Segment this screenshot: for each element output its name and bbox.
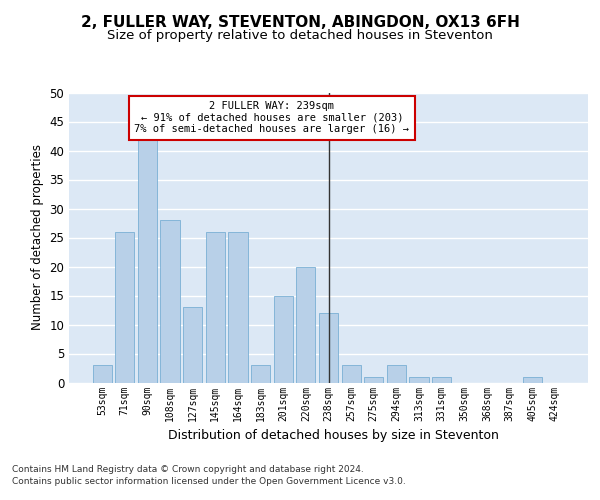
Text: 2 FULLER WAY: 239sqm
← 91% of detached houses are smaller (203)
7% of semi-detac: 2 FULLER WAY: 239sqm ← 91% of detached h… [134,101,409,134]
Bar [206,232,225,382]
Y-axis label: Number of detached properties: Number of detached properties [31,144,44,330]
Bar [183,307,202,382]
Bar [160,220,180,382]
Bar [341,365,361,382]
Bar [251,365,270,382]
Bar [229,232,248,382]
Bar [409,376,428,382]
Text: Distribution of detached houses by size in Steventon: Distribution of detached houses by size … [167,430,499,442]
Bar [432,376,451,382]
Bar [115,232,134,382]
Bar [92,365,112,382]
Text: Contains HM Land Registry data © Crown copyright and database right 2024.: Contains HM Land Registry data © Crown c… [12,466,364,474]
Bar [296,266,316,382]
Text: 2, FULLER WAY, STEVENTON, ABINGDON, OX13 6FH: 2, FULLER WAY, STEVENTON, ABINGDON, OX13… [80,15,520,30]
Bar [387,365,406,382]
Text: Size of property relative to detached houses in Steventon: Size of property relative to detached ho… [107,30,493,43]
Bar [274,296,293,382]
Bar [319,313,338,382]
Bar [523,376,542,382]
Bar [138,139,157,382]
Bar [364,376,383,382]
Text: Contains public sector information licensed under the Open Government Licence v3: Contains public sector information licen… [12,478,406,486]
